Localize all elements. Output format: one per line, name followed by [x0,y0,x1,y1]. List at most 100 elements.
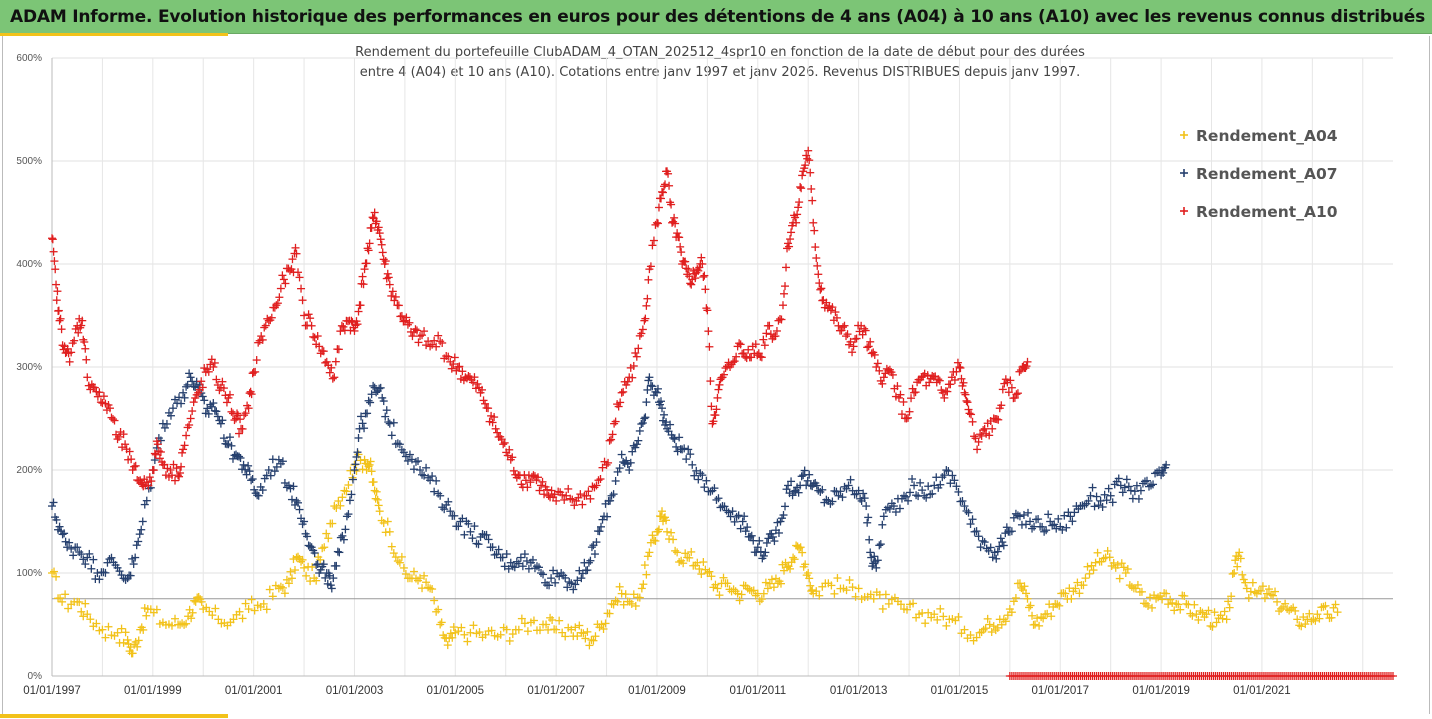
data-point [265,585,274,594]
data-point [399,317,408,326]
data-point [1021,364,1030,373]
data-point [652,388,661,397]
data-point [613,467,622,476]
data-point [1250,588,1259,597]
data-point [50,257,59,266]
chart-subtitle: Rendement du portefeuille ClubADAM_4_OTA… [355,45,1085,80]
data-point [514,625,523,634]
data-point [707,572,716,581]
data-point [671,546,680,555]
data-point [978,536,987,545]
data-point [904,413,913,422]
data-point [561,632,570,641]
data-point [897,410,906,419]
data-point [502,550,511,559]
data-point [394,301,403,310]
data-point [992,554,1001,563]
data-point [260,323,269,332]
data-point [759,551,768,560]
data-point [702,476,711,485]
data-point [241,409,250,418]
data-point [123,635,132,644]
data-point [49,498,58,507]
data-point [697,253,706,262]
data-point [137,525,146,534]
data-point [384,418,393,427]
series-rendement-a10 [48,146,1032,510]
data-point [952,482,961,491]
data-point [970,432,979,441]
data-point [1176,605,1185,614]
data-point [676,242,685,251]
data-point [566,494,575,503]
data-point [172,464,181,473]
data-point [994,415,1003,424]
data-point [1034,515,1043,524]
data-point [1092,492,1101,501]
data-point [1188,611,1197,620]
data-point [168,404,177,413]
data-point [147,477,156,486]
data-point [535,486,544,495]
data-point [852,334,861,343]
data-point [1012,390,1021,399]
data-point [387,542,396,551]
data-point [295,505,304,514]
data-point [925,378,934,387]
data-point [671,219,680,228]
data-point [1256,586,1265,595]
data-point [155,454,164,463]
data-point [723,579,732,588]
data-point [759,589,768,598]
data-point [828,497,837,506]
data-point [348,475,357,484]
data-point [759,335,768,344]
data-point [663,527,672,536]
data-point [670,213,679,222]
data-point [660,410,669,419]
data-point [389,418,398,427]
data-point [762,329,771,338]
data-point [160,423,169,432]
data-point [339,535,348,544]
data-point [262,605,271,614]
data-point [354,307,363,316]
data-point [276,582,285,591]
data-point [307,321,316,330]
data-point [354,433,363,442]
data-point [698,471,707,480]
data-point [635,426,644,435]
data-point [475,628,484,637]
data-point [1046,517,1055,526]
data-point [288,255,297,264]
data-point [529,616,538,625]
data-point [152,605,161,614]
data-point [327,584,336,593]
data-point [682,264,691,273]
data-point [1301,620,1310,629]
data-point [482,530,491,539]
data-point [381,412,390,421]
data-point [942,621,951,630]
data-point [481,399,490,408]
data-point [382,406,391,415]
data-point [360,455,369,464]
data-point [344,510,353,519]
data-point [130,462,139,471]
data-point [924,482,933,491]
data-point [684,445,693,454]
data-point [368,213,377,222]
data-point [1225,603,1234,612]
data-point [389,549,398,558]
data-point [455,362,464,371]
data-point [576,490,585,499]
data-point [182,382,191,391]
data-point [177,462,186,471]
data-point [665,181,674,190]
data-point [321,573,330,582]
data-point [560,495,569,504]
subtitle-line-2: entre 4 (A04) et 10 ans (A10). Cotations… [360,65,1081,80]
data-point [274,455,283,464]
data-point [706,487,715,496]
data-point [534,563,543,572]
